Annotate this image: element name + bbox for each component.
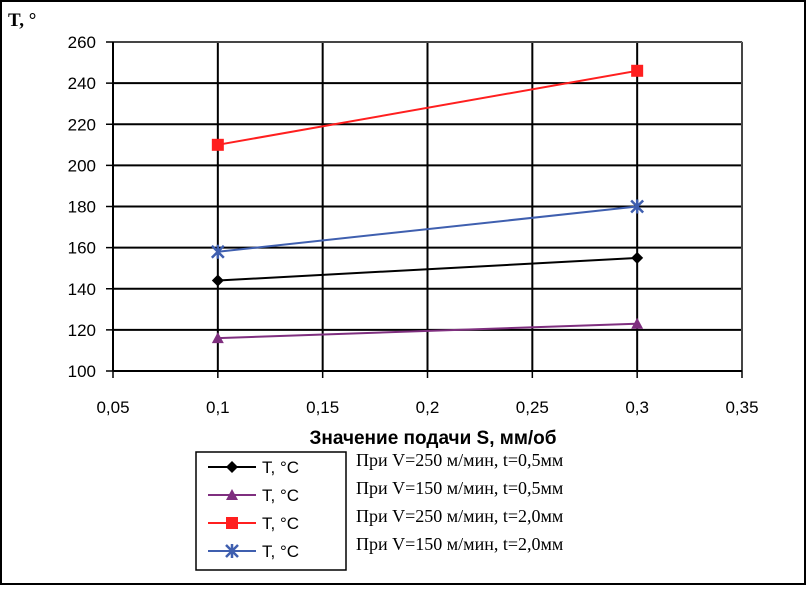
x-tick-label: 0,2 xyxy=(416,398,440,417)
data-point xyxy=(631,251,644,264)
y-tick-label: 220 xyxy=(68,115,96,134)
series-triangle xyxy=(211,317,644,344)
x-tick-label: 0,1 xyxy=(206,398,230,417)
series-group xyxy=(210,64,645,344)
y-tick-label: 200 xyxy=(68,156,96,175)
data-point xyxy=(211,274,224,287)
data-point xyxy=(210,244,225,259)
data-point xyxy=(211,332,224,344)
data-point xyxy=(631,64,644,77)
axes: 100 120 140 160 180 200 220 240 260 0,05 0,1 0,15 0,… xyxy=(68,33,759,417)
y-tick-label: 260 xyxy=(68,33,96,52)
series-line xyxy=(217,205,638,253)
x-axis-label: Значение подачи S, мм/об xyxy=(309,428,556,449)
series-star xyxy=(210,199,645,259)
x-tick-label: 0,25 xyxy=(516,398,549,417)
legend-items: T, °C T, °C T, °C T, °C xyxy=(208,458,299,561)
y-tick-label: 180 xyxy=(68,198,96,217)
legend-item: T, °C xyxy=(208,514,299,533)
x-tick-label: 0,15 xyxy=(306,398,339,417)
data-point xyxy=(226,461,238,473)
y-tick-label: 160 xyxy=(68,239,96,258)
data-point xyxy=(225,544,239,558)
x-tick-label: 0,35 xyxy=(725,398,758,417)
x-tick-label: 0,3 xyxy=(625,398,649,417)
annotation-text: При V=250 м/мин, t=0,5мм xyxy=(356,450,563,470)
data-point xyxy=(226,517,238,529)
data-point xyxy=(630,199,645,214)
legend: T, °C T, °C T, °C T, °C xyxy=(195,451,347,571)
legend-label: T, °C xyxy=(262,458,299,477)
annotation-text: При V=150 м/мин, t=0,5мм xyxy=(356,478,563,498)
legend-item: T, °C xyxy=(208,542,299,561)
y-tick-label: 100 xyxy=(68,362,96,381)
series-diamond xyxy=(211,251,644,287)
y-tick-label: 240 xyxy=(68,74,96,93)
data-point xyxy=(226,489,238,500)
legend-label: T, °C xyxy=(262,542,299,561)
data-point xyxy=(211,138,224,151)
data-point xyxy=(631,317,644,329)
annotation-text: При V=150 м/мин, t=2,0мм xyxy=(356,534,563,554)
y-axis-label: T, ° xyxy=(8,10,36,31)
y-tick-label: 120 xyxy=(68,321,96,340)
legend-item: T, °C xyxy=(208,458,299,477)
x-tick-label: 0,05 xyxy=(96,398,129,417)
series-line xyxy=(217,69,638,146)
legend-label: T, °C xyxy=(262,486,299,505)
annotation-text: При V=250 м/мин, t=2,0мм xyxy=(356,506,563,526)
legend-item: T, °C xyxy=(208,486,299,505)
y-tick-label: 140 xyxy=(68,280,96,299)
series-line xyxy=(217,256,638,282)
series-line xyxy=(217,322,638,340)
annotations: При V=250 м/мин, t=0,5мм При V=150 м/мин… xyxy=(356,450,563,554)
legend-label: T, °C xyxy=(262,514,299,533)
series-square xyxy=(211,64,644,151)
